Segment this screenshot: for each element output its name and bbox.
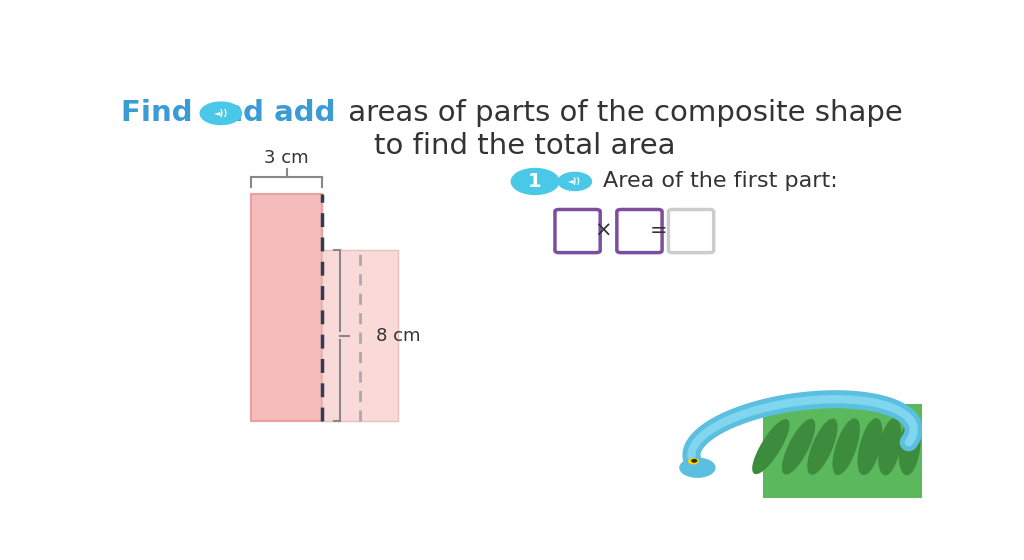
Text: Find and add: Find and add [122,99,336,127]
Ellipse shape [834,419,859,474]
FancyBboxPatch shape [669,209,714,253]
FancyBboxPatch shape [251,194,323,421]
Text: =: = [649,221,667,241]
Ellipse shape [879,419,901,474]
Text: ◄)): ◄)) [568,177,582,186]
Text: 1: 1 [528,172,542,191]
Text: to find the total area: to find the total area [374,132,676,160]
Text: ×: × [594,221,611,241]
Circle shape [511,169,559,194]
Ellipse shape [753,420,788,473]
Text: 8 cm: 8 cm [376,326,420,344]
Text: 3 cm: 3 cm [264,149,309,167]
FancyBboxPatch shape [763,404,938,498]
Circle shape [680,458,715,477]
FancyBboxPatch shape [323,250,397,421]
Circle shape [689,459,698,464]
Ellipse shape [858,419,882,474]
Circle shape [201,102,242,124]
Ellipse shape [899,419,920,475]
FancyBboxPatch shape [616,209,663,253]
Text: ◄)): ◄)) [214,109,228,118]
Text: Area of the first part:: Area of the first part: [602,171,838,192]
Text: areas of parts of the composite shape: areas of parts of the composite shape [339,99,903,127]
Circle shape [692,460,696,462]
Ellipse shape [782,419,815,474]
FancyBboxPatch shape [555,209,600,253]
Ellipse shape [808,419,837,474]
Circle shape [558,172,592,190]
